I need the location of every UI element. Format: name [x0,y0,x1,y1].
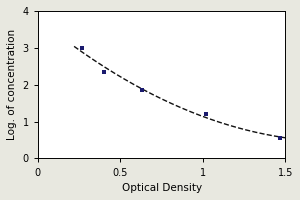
Y-axis label: Log. of concentration: Log. of concentration [7,29,17,140]
X-axis label: Optical Density: Optical Density [122,183,202,193]
